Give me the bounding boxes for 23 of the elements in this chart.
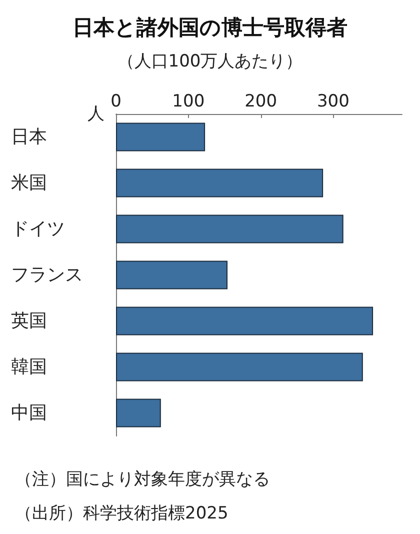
bar	[116, 214, 344, 244]
y-tick-label: 英国	[11, 310, 47, 332]
y-tick-label: フランス	[11, 264, 83, 286]
text: （出所）科学技術指標2025	[15, 504, 228, 524]
bar	[116, 168, 324, 198]
x-tick-label: 100	[172, 92, 205, 112]
text: （注）国により対象年度が異なる	[15, 470, 270, 490]
y-tick-label: 日本	[11, 126, 47, 148]
bar	[116, 352, 363, 382]
x-tick-label: 300	[316, 92, 350, 112]
x-axis-title: 人	[88, 104, 105, 124]
y-tick-label: 韓国	[11, 356, 47, 378]
bar	[116, 260, 228, 290]
y-tick-label: 米国	[11, 172, 47, 194]
x-tick-label: 0	[110, 92, 122, 112]
bar	[116, 122, 206, 152]
y-tick-label: ドイツ	[11, 218, 65, 240]
chart-title: 日本と諸外国の博士号取得者	[72, 16, 348, 40]
chart-subtitle: （人口100万人あたり）	[117, 52, 303, 72]
bar	[116, 398, 161, 428]
y-tick-label: 中国	[11, 402, 47, 424]
bar	[116, 306, 374, 336]
x-tick-label: 200	[244, 92, 278, 112]
